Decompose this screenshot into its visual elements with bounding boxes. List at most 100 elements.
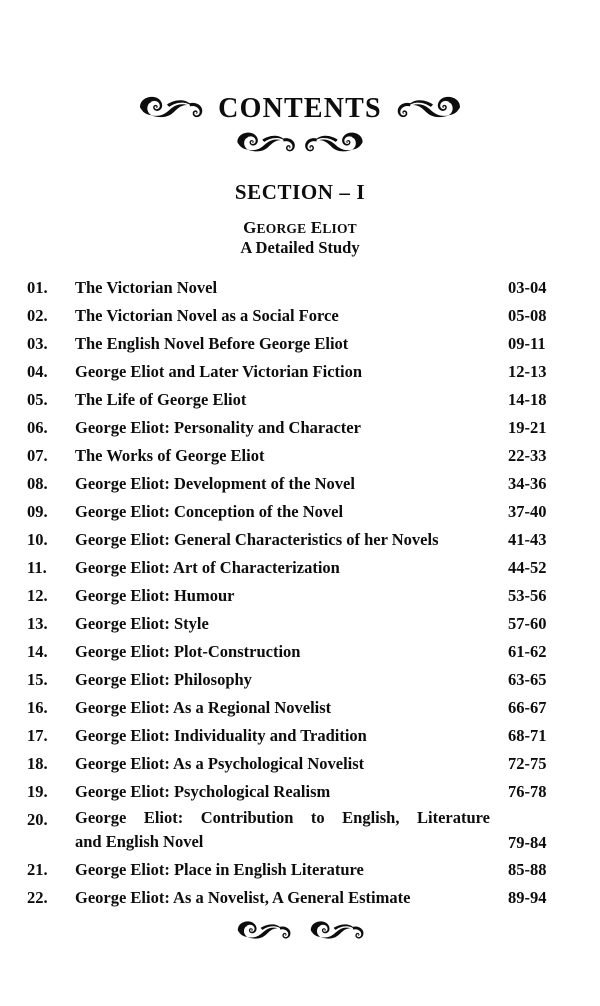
table-row[interactable]: 22. George Eliot: As a Novelist, A Gener… <box>27 884 570 912</box>
author-last-rest: LIOT <box>322 221 357 237</box>
vine-flourish-ornament-right <box>395 94 463 125</box>
toc-page-range: 85-88 <box>508 859 547 879</box>
toc-page-range: 76-78 <box>508 781 547 801</box>
table-row[interactable]: 08. George Eliot: Development of the Nov… <box>27 470 570 498</box>
table-row[interactable]: 06. George Eliot: Personality and Charac… <box>27 414 570 442</box>
toc-page-range: 09-11 <box>508 333 546 353</box>
vine-flourish-divider-right <box>300 130 368 159</box>
toc-page-range: 79-84 <box>508 832 547 852</box>
toc-number: 11. <box>27 557 47 577</box>
toc-page-range: 19-21 <box>508 417 547 437</box>
table-row[interactable]: 10. George Eliot: General Characteristic… <box>27 526 570 554</box>
footer-ornament <box>0 921 600 945</box>
toc-title: George Eliot: Psychological Realism <box>75 781 331 801</box>
table-row[interactable]: 19. George Eliot: Psychological Realism … <box>27 778 570 806</box>
toc-number: 17. <box>27 725 48 745</box>
toc-number: 15. <box>27 669 48 689</box>
toc-number: 08. <box>27 473 48 493</box>
toc-title: George Eliot: Personality and Character <box>75 417 361 437</box>
toc-title: George Eliot: Humour <box>75 585 235 605</box>
toc-page-range: 57-60 <box>508 613 547 633</box>
table-row[interactable]: 01. The Victorian Novel 03-04 <box>27 274 570 302</box>
author-first-rest: EORGE <box>256 221 307 237</box>
toc-number: 19. <box>27 781 48 801</box>
toc-title: The Victorian Novel <box>75 277 218 297</box>
vine-flourish-ornament-footer-left <box>233 919 295 946</box>
table-row[interactable]: 11. George Eliot: Art of Characterizatio… <box>27 554 570 582</box>
table-row[interactable]: 15. George Eliot: Philosophy 63-65 <box>27 666 570 694</box>
toc-number: 22. <box>27 887 48 907</box>
toc-page-range: 05-08 <box>508 305 547 325</box>
toc-title: George Eliot and Later Victorian Fiction <box>75 361 363 381</box>
toc-page-range: 22-33 <box>508 445 547 465</box>
toc-number: 12. <box>27 585 48 605</box>
table-row[interactable]: 02. The Victorian Novel as a Social Forc… <box>27 302 570 330</box>
toc-page-range: 89-94 <box>508 887 547 907</box>
toc-title: The Works of George Eliot <box>75 445 265 465</box>
section-author: GEORGE ELIOT <box>0 218 600 238</box>
toc-title: George Eliot: Place in English Literatur… <box>75 859 364 879</box>
toc-number: 21. <box>27 859 48 879</box>
toc-title: The Victorian Novel as a Social Force <box>75 305 339 325</box>
toc-page-range: 12-13 <box>508 361 547 381</box>
toc-title: The English Novel Before George Eliot <box>75 333 349 353</box>
table-row[interactable]: 09. George Eliot: Conception of the Nove… <box>27 498 570 526</box>
toc-list: 01. The Victorian Novel 03-04 02. The Vi… <box>0 274 600 912</box>
table-row[interactable]: 03. The English Novel Before George Elio… <box>27 330 570 358</box>
toc-page-range: 72-75 <box>508 753 547 773</box>
table-row[interactable]: 07. The Works of George Eliot 22-33 <box>27 442 570 470</box>
table-row[interactable]: 20. George Eliot: Contribution to Englis… <box>27 806 570 856</box>
toc-number: 03. <box>27 333 48 353</box>
toc-title: George Eliot: Plot-Construction <box>75 641 301 661</box>
author-first-initial: G <box>243 218 257 238</box>
section-subtitle: A Detailed Study <box>240 237 360 257</box>
toc-title: George Eliot: As a Psychological Novelis… <box>75 753 365 773</box>
toc-title: George Eliot: General Characteristics of… <box>75 529 439 549</box>
page-header: CONTENTS <box>0 0 600 155</box>
vine-flourish-ornament-footer-right <box>306 919 368 946</box>
toc-title: George Eliot: Development of the Novel <box>75 473 355 493</box>
header-divider-ornament <box>0 132 600 155</box>
toc-number: 02. <box>27 305 48 325</box>
toc-title: George Eliot: As a Novelist, A General E… <box>75 887 411 907</box>
toc-title: George Eliot: Contribution to English, L… <box>75 806 508 854</box>
table-row[interactable]: 21. George Eliot: Place in English Liter… <box>27 856 570 884</box>
toc-title: George Eliot: Art of Characterization <box>75 557 340 577</box>
toc-title: George Eliot: Philosophy <box>75 669 252 689</box>
toc-title: George Eliot: Conception of the Novel <box>75 501 344 521</box>
table-row[interactable]: 05. The Life of George Eliot 14-18 <box>27 386 570 414</box>
toc-page-range: 63-65 <box>508 669 547 689</box>
toc-title: George Eliot: Style <box>75 613 209 633</box>
table-row[interactable]: 16. George Eliot: As a Regional Novelist… <box>27 694 570 722</box>
toc-number: 18. <box>27 753 48 773</box>
toc-title: George Eliot: As a Regional Novelist <box>75 697 332 717</box>
table-row[interactable]: 13. George Eliot: Style 57-60 <box>27 610 570 638</box>
toc-title: George Eliot: Individuality and Traditio… <box>75 725 367 745</box>
toc-number: 06. <box>27 417 48 437</box>
table-row[interactable]: 14. George Eliot: Plot-Construction 61-6… <box>27 638 570 666</box>
vine-flourish-ornament-left <box>137 94 205 125</box>
toc-page-range: 61-62 <box>508 641 547 661</box>
table-row[interactable]: 04. George Eliot and Later Victorian Fic… <box>27 358 570 386</box>
author-last-initial: E <box>310 218 323 238</box>
toc-title-line-2: and English Novel <box>75 831 204 851</box>
toc-page-range: 66-67 <box>508 697 547 717</box>
page-title: CONTENTS <box>218 93 382 124</box>
toc-number: 09. <box>27 501 48 521</box>
table-row[interactable]: 17. George Eliot: Individuality and Trad… <box>27 722 570 750</box>
section-heading: SECTION – I <box>234 180 366 204</box>
toc-page-range: 53-56 <box>508 585 547 605</box>
toc-page-range: 41-43 <box>508 529 547 549</box>
toc-title-line-1: George Eliot: Contribution to English, L… <box>75 807 490 827</box>
toc-page-range: 03-04 <box>508 277 547 297</box>
toc-number: 16. <box>27 697 48 717</box>
toc-number: 13. <box>27 613 48 633</box>
toc-number: 04. <box>27 361 48 381</box>
table-row[interactable]: 12. George Eliot: Humour 53-56 <box>27 582 570 610</box>
toc-page-range: 34-36 <box>508 473 547 493</box>
toc-page-range: 37-40 <box>508 501 547 521</box>
toc-number: 10. <box>27 529 48 549</box>
toc-page-range: 68-71 <box>508 725 547 745</box>
table-row[interactable]: 18. George Eliot: As a Psychological Nov… <box>27 750 570 778</box>
